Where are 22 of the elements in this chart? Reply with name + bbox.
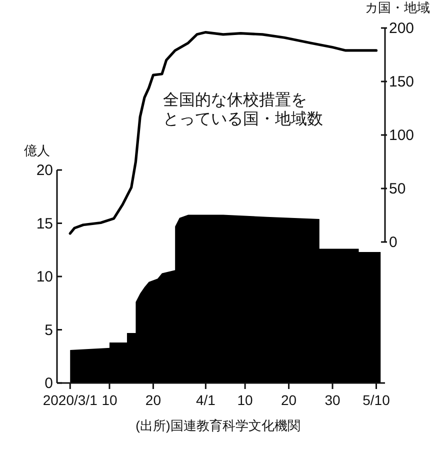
y-tick-label: 5 [44,322,53,339]
y-tick-label: 10 [36,268,53,286]
y2-tick-label: 50 [389,180,406,198]
y-tick-label: 0 [44,375,53,392]
x-tick-label: 30 [324,392,341,408]
y2-tick-label: 150 [389,74,414,90]
y2-tick-label: 200 [389,20,414,37]
series-label: 全国的な休校措置をとっている国・地域数 [163,92,323,128]
x-tick-label: 5/10 [362,392,390,408]
x-tick-label: 10 [102,392,118,408]
y-axis-title: 億人 [24,143,50,158]
y2-tick-label: 0 [389,234,398,251]
x-tick-label: 4/1 [196,392,216,408]
y-tick-label: 20 [36,162,53,179]
x-tick-label: 2020/3/1 [42,392,98,408]
x-tick-label: 20 [145,392,162,408]
text: (出所)国連教育科学文化機関 [136,418,300,433]
y2-tick-label: 100 [389,127,414,144]
y2-axis-title: カ国・地域 [365,0,430,15]
x-tick-label: 10 [237,392,254,408]
y-tick-label: 15 [36,215,53,232]
x-tick-label: 20 [281,392,297,408]
